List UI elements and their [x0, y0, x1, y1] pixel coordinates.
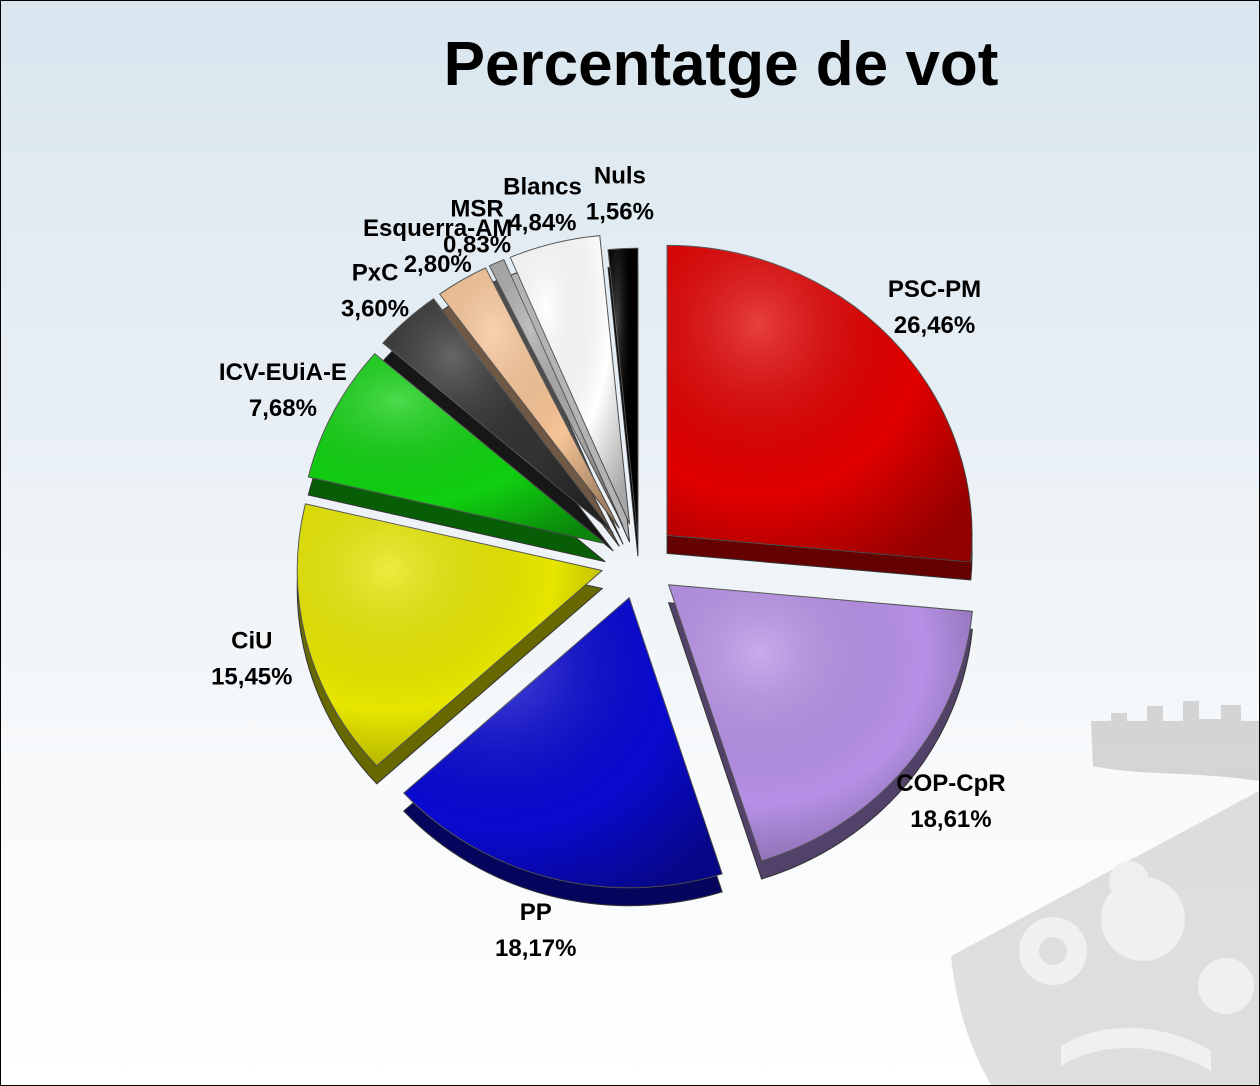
slice-shading-pp [403, 597, 723, 888]
label-name-ciu: CiU [231, 627, 272, 654]
label-value-psc-pm: 26,46% [894, 312, 975, 339]
chart-title: Percentatge de vot [443, 30, 999, 99]
label-value-cop-cpr: 18,61% [910, 806, 991, 833]
label-name-cop-cpr: COP-CpR [896, 770, 1005, 797]
label-value-pxc: 3,60% [341, 296, 409, 323]
label-value-blancs: 4,84% [508, 210, 576, 237]
label-value-nuls: 1,56% [586, 198, 654, 225]
slice-shading-msr [489, 259, 624, 527]
label-name-msr: MSR [450, 195, 503, 222]
label-value-msr: 0,83% [443, 231, 511, 258]
slice-shading-psc-pm [667, 245, 973, 562]
slice-shading-ciu [297, 503, 603, 766]
label-value-esquerra-am: 2,80% [404, 251, 472, 278]
slice-shading-cop-cpr [668, 584, 973, 861]
slice-shading-icv-euia-e [308, 353, 606, 544]
label-name-nuls: Nuls [594, 162, 646, 189]
slice-shading-pxc [382, 298, 614, 534]
label-name-pp: PP [520, 899, 552, 926]
label-name-esquerra-am: Esquerra-AM [363, 215, 512, 242]
slice-shading-esquerra-am [439, 267, 620, 529]
label-value-icv-euia-e: 7,68% [249, 395, 317, 422]
label-name-pxc: PxC [352, 260, 399, 287]
coat-of-arms-watermark [951, 701, 1259, 1085]
label-name-blancs: Blancs [503, 174, 582, 201]
label-value-ciu: 15,45% [211, 663, 292, 690]
slice-shading-blancs [510, 235, 630, 525]
label-name-icv-euia-e: ICV-EUiA-E [219, 359, 347, 386]
slice-shading-nuls [608, 248, 638, 539]
label-value-pp: 18,17% [495, 935, 576, 962]
label-name-psc-pm: PSC-PM [888, 276, 981, 303]
